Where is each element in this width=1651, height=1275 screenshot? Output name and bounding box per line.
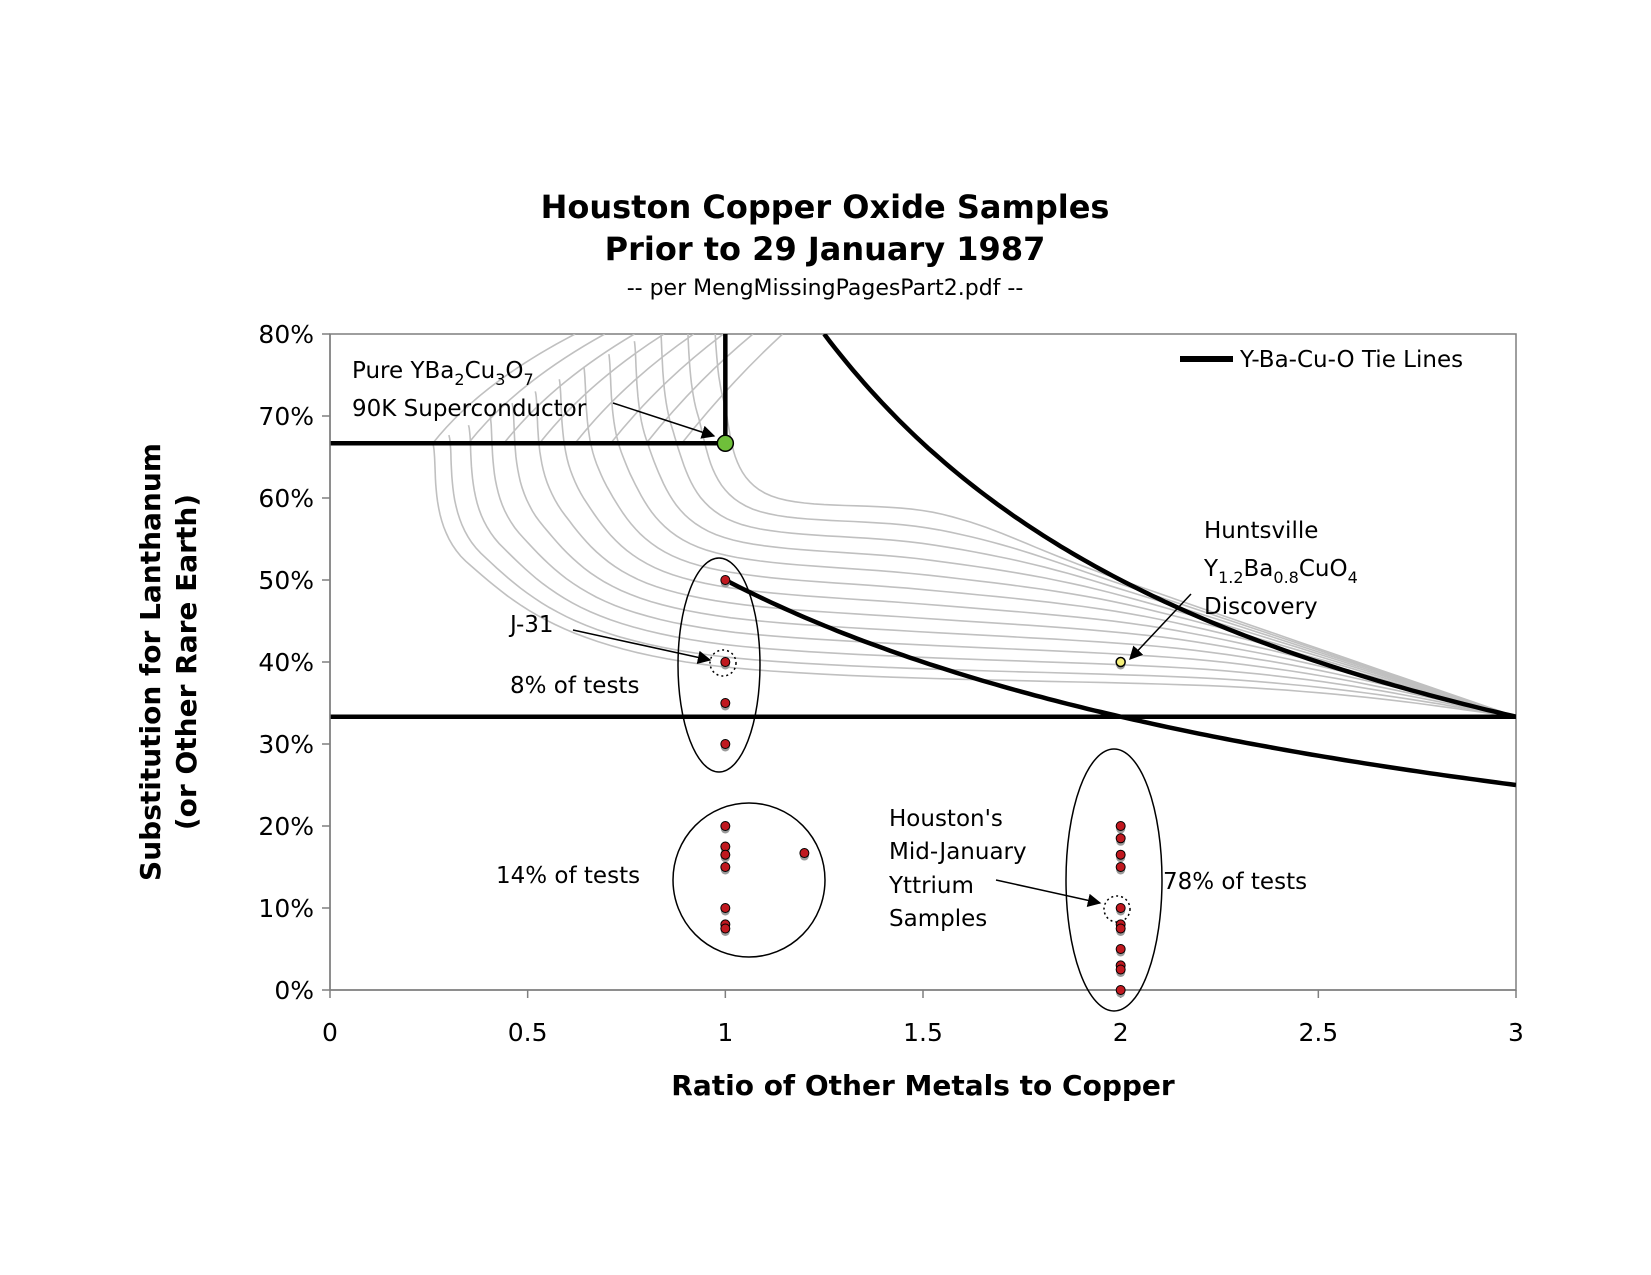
y-axis-ticks: 0% 10% 20% 30% 40% 50% 60% 70% 80% <box>258 320 330 1005</box>
y-tick-label: 30% <box>258 730 314 759</box>
tie-line <box>822 334 1516 719</box>
contour-line <box>467 334 606 444</box>
sample-point <box>1115 833 1126 844</box>
y-tick-label: 60% <box>258 484 314 513</box>
special-points <box>716 434 1126 670</box>
arrow-houston <box>995 879 1102 907</box>
annotation-huntsville-formula: Y1.2Ba0.8CuO4 <box>1203 556 1358 587</box>
sample-point <box>720 821 731 831</box>
sample-point <box>720 575 731 585</box>
sample-point <box>720 903 731 913</box>
chart-subtitle: -- per MengMissingPagesPart2.pdf -- <box>627 276 1024 301</box>
sample-point <box>720 739 731 749</box>
contour-line <box>645 334 754 444</box>
y-tick-label: 50% <box>258 566 314 595</box>
x-tick-label: 2.5 <box>1298 1018 1338 1047</box>
contour-line <box>503 334 635 444</box>
annotation-8pct: 8% of tests <box>510 673 639 699</box>
y-tick-label: 20% <box>258 812 314 841</box>
chart-title: Houston Copper Oxide Samples <box>541 188 1110 226</box>
y-axis-label: Substitution for Lanthanum <box>134 443 167 881</box>
sample-point <box>720 849 731 860</box>
tie-lines <box>330 334 1516 788</box>
huntsville-point <box>1115 656 1126 668</box>
group-ellipse-8pct <box>677 557 761 773</box>
sample-point <box>1115 849 1126 860</box>
sample-point <box>1115 985 1126 995</box>
sample-point <box>720 923 731 934</box>
annotation-houston-line1: Houston's <box>889 806 1003 832</box>
sample-point <box>720 698 731 708</box>
x-tick-label: 0.5 <box>508 1018 548 1047</box>
annotation-pure-line2: 90K Superconductor <box>352 396 587 422</box>
sample-point <box>1115 821 1126 831</box>
annotation-huntsville-line1: Huntsville <box>1204 518 1318 544</box>
x-tick-label: 0 <box>322 1018 338 1047</box>
sample-point <box>1115 944 1126 954</box>
sample-point <box>1115 964 1126 975</box>
x-tick-label: 3 <box>1508 1018 1524 1047</box>
contour-line <box>467 425 1516 718</box>
group-ellipse-78pct <box>1065 748 1163 1012</box>
annotation-14pct: 14% of tests <box>496 863 640 889</box>
arrow-huntsville <box>1129 593 1192 660</box>
sample-point <box>799 848 810 859</box>
sample-point <box>1115 903 1126 913</box>
annotation-huntsville-line3: Discovery <box>1204 594 1318 620</box>
x-tick-label: 1 <box>717 1018 733 1047</box>
sample-point <box>720 657 731 667</box>
contour-line <box>558 379 1516 718</box>
contour-line <box>489 414 1516 718</box>
sample-point <box>1115 923 1126 934</box>
annotation-houston-line3: Yttrium <box>888 873 974 899</box>
contour-line <box>538 334 665 444</box>
x-axis-label: Ratio of Other Metals to Copper <box>671 1069 1175 1102</box>
contour-line <box>714 334 1516 718</box>
annotation-pure-formula: Pure YBa2Cu3O7 <box>352 358 534 389</box>
contour-line <box>660 334 1516 718</box>
contour-lines <box>432 334 1516 718</box>
contour-line <box>610 334 724 444</box>
y-tick-label: 10% <box>258 894 314 923</box>
sample-point <box>720 862 731 872</box>
pure-ybco-point <box>716 434 735 453</box>
y-tick-label: 70% <box>258 402 314 431</box>
y-tick-label: 40% <box>258 648 314 677</box>
y-tick-label: 80% <box>258 320 314 349</box>
legend: Y-Ba-Cu-O Tie Lines <box>1180 347 1463 373</box>
contour-line <box>574 334 695 444</box>
annotation-78pct: 78% of tests <box>1163 869 1307 895</box>
annotation-houston-line2: Mid-January <box>889 839 1027 865</box>
sample-point <box>720 841 731 852</box>
chart-title-line2: Prior to 29 January 1987 <box>605 230 1046 268</box>
contour-line <box>633 341 1516 718</box>
contour-line <box>511 402 1516 718</box>
sample-point <box>1115 862 1126 872</box>
contour-line <box>432 334 576 444</box>
annotation-j31: J-31 <box>508 612 554 638</box>
x-tick-label: 2 <box>1113 1018 1129 1047</box>
legend-entry-tie-lines: Y-Ba-Cu-O Tie Lines <box>1239 347 1463 373</box>
annotation-houston-line4: Samples <box>889 906 987 932</box>
arrow-pure <box>612 402 716 439</box>
y-tick-label: 0% <box>274 976 314 1005</box>
tie-line <box>724 577 1516 788</box>
contour-line <box>432 443 1516 718</box>
contour-line <box>448 434 1516 718</box>
y-axis-label-line2: (or Other Rare Earth) <box>170 494 203 830</box>
contour-line <box>687 334 1516 718</box>
group-ellipse-14pct <box>672 802 826 958</box>
x-axis-ticks: 0 0.5 1 1.5 2 2.5 3 <box>322 990 1524 1047</box>
x-tick-label: 1.5 <box>903 1018 943 1047</box>
arrow-j31 <box>572 629 712 664</box>
contour-line <box>534 391 1516 718</box>
sample-points <box>720 575 1126 998</box>
